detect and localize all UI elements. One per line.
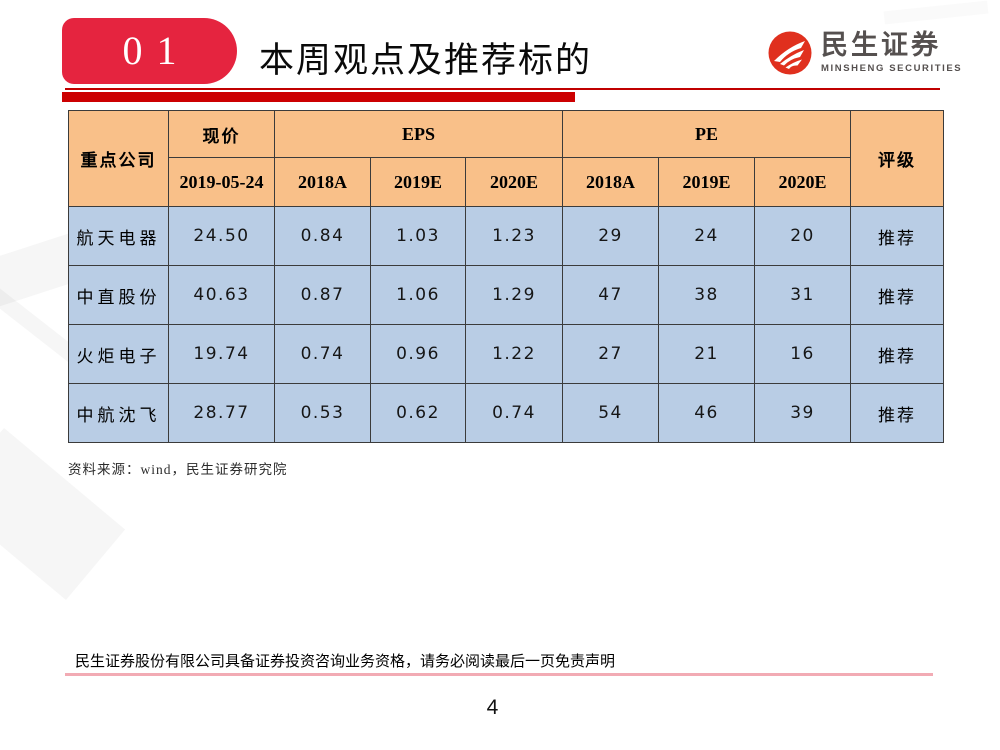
table-header-row-2: 2019-05-24 2018A 2019E 2020E 2018A 2019E… — [69, 157, 944, 207]
minsheng-logo-icon — [768, 31, 812, 75]
cell-eps-2020e: 1.22 — [464, 324, 564, 384]
cell-rating: 推荐 — [850, 206, 945, 266]
cell-rating: 推荐 — [850, 265, 945, 325]
cell-eps-2020e: 1.29 — [464, 265, 564, 325]
cell-eps-2020e: 0.74 — [464, 383, 564, 443]
cell-eps-2018a: 0.87 — [274, 265, 371, 325]
col-header-eps-2018a: 2018A — [274, 157, 371, 207]
cell-price: 28.77 — [168, 383, 275, 443]
cell-pe-2019e: 38 — [658, 265, 756, 325]
watermark-shape — [884, 1, 989, 25]
section-number-badge: 01 — [62, 18, 237, 84]
source-note: 资料来源：wind，民生证券研究院 — [68, 462, 288, 477]
page-number: 4 — [486, 696, 499, 719]
cell-company: 航天电器 — [68, 206, 169, 266]
col-group-eps: EPS — [273, 110, 564, 158]
cell-company: 中直股份 — [68, 265, 169, 325]
logo-name-cn: 民生证券 — [821, 30, 941, 60]
cell-eps-2020e: 1.23 — [464, 206, 564, 266]
cell-pe-2019e: 46 — [658, 383, 756, 443]
cell-pe-2020e: 20 — [754, 206, 852, 266]
col-header-eps-2020e: 2020E — [464, 157, 564, 207]
table-row: 航天电器 24.50 0.84 1.03 1.23 29 24 20 推荐 — [68, 206, 945, 266]
col-header-rating: 评级 — [850, 110, 945, 207]
footer-disclaimer: 民生证券股份有限公司具备证券投资咨询业务资格，请务必阅读最后一页免责声明 — [75, 653, 616, 670]
recommendation-table: 重点公司 现价 EPS PE 评级 2019-05-24 2018A 2019E… — [68, 110, 945, 443]
cell-pe-2018a: 54 — [562, 383, 660, 443]
logo-text: 民生证券 MINSHENG SECURITIES — [821, 30, 963, 74]
col-header-pe-2020e: 2020E — [754, 157, 852, 207]
cell-eps-2019e: 1.03 — [370, 206, 466, 266]
cell-price: 24.50 — [168, 206, 275, 266]
col-header-eps-2019e: 2019E — [370, 157, 466, 207]
col-group-pe: PE — [562, 110, 852, 158]
header-divider-thin — [65, 88, 940, 90]
cell-pe-2020e: 16 — [754, 324, 852, 384]
table-row: 中直股份 40.63 0.87 1.06 1.29 47 38 31 推荐 — [68, 265, 945, 325]
logo-name-en: MINSHENG SECURITIES — [821, 62, 963, 74]
section-number: 01 — [122, 28, 191, 73]
cell-pe-2018a: 27 — [562, 324, 660, 384]
cell-company: 火炬电子 — [68, 324, 169, 384]
cell-pe-2020e: 31 — [754, 265, 852, 325]
table-row: 火炬电子 19.74 0.74 0.96 1.22 27 21 16 推荐 — [68, 324, 945, 384]
cell-pe-2020e: 39 — [754, 383, 852, 443]
cell-price: 19.74 — [168, 324, 275, 384]
cell-eps-2018a: 0.53 — [274, 383, 371, 443]
cell-eps-2019e: 0.96 — [370, 324, 466, 384]
cell-pe-2019e: 21 — [658, 324, 756, 384]
table-row: 中航沈飞 28.77 0.53 0.62 0.74 54 46 39 推荐 — [68, 383, 945, 443]
cell-eps-2018a: 0.84 — [274, 206, 371, 266]
cell-pe-2018a: 29 — [562, 206, 660, 266]
cell-company: 中航沈飞 — [68, 383, 169, 443]
cell-eps-2018a: 0.74 — [274, 324, 371, 384]
col-header-pe-2019e: 2019E — [658, 157, 756, 207]
cell-pe-2018a: 47 — [562, 265, 660, 325]
page-title: 本周观点及推荐标的 — [259, 41, 593, 80]
cell-rating: 推荐 — [850, 383, 945, 443]
cell-eps-2019e: 0.62 — [370, 383, 466, 443]
col-header-price: 现价 — [168, 110, 275, 158]
col-header-pe-2018a: 2018A — [562, 157, 660, 207]
company-logo: 民生证券 MINSHENG SECURITIES — [768, 30, 963, 75]
cell-pe-2019e: 24 — [658, 206, 756, 266]
footer-divider — [65, 673, 933, 676]
table-header-row-1: 重点公司 现价 EPS PE 评级 — [68, 110, 945, 207]
col-header-price-date: 2019-05-24 — [168, 157, 275, 207]
cell-rating: 推荐 — [850, 324, 945, 384]
col-header-company: 重点公司 — [68, 110, 169, 207]
cell-eps-2019e: 1.06 — [370, 265, 466, 325]
header-divider-thick — [62, 92, 575, 102]
cell-price: 40.63 — [168, 265, 275, 325]
watermark-shape — [0, 427, 126, 601]
